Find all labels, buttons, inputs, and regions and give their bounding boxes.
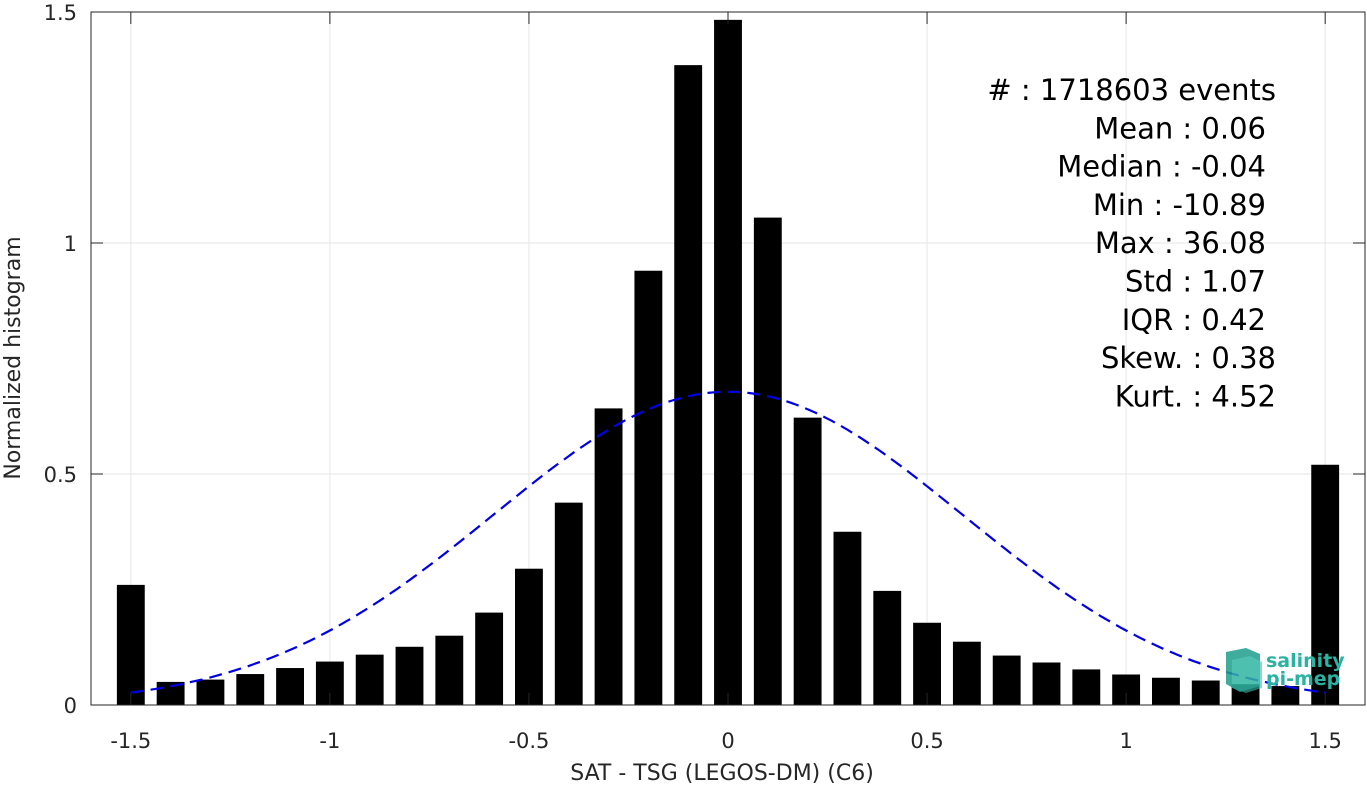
stat-line: Min : -10.89 xyxy=(1093,188,1266,222)
stats-annotation: # : 1718603 events Mean : 0.06 Median : -0… xyxy=(987,73,1276,413)
stat-line: Max : 36.08 xyxy=(1095,226,1266,260)
histogram-bar xyxy=(793,417,822,705)
histogram-bar xyxy=(992,655,1021,705)
x-tick-label: -0.5 xyxy=(508,729,549,753)
histogram-bar xyxy=(276,668,304,705)
y-axis-label: Normalized histogram xyxy=(1,236,26,479)
x-axis-label: SAT - TSG (LEGOS-DM) (C6) xyxy=(570,761,874,785)
x-tick-label: 1.5 xyxy=(1308,729,1341,753)
y-tick-label: 1 xyxy=(64,232,77,256)
x-tick-label: -1 xyxy=(319,729,340,753)
histogram-bar xyxy=(1152,677,1180,705)
x-tick-label: 0.5 xyxy=(910,729,943,753)
histogram-bar xyxy=(236,674,265,705)
histogram-bar xyxy=(515,568,543,705)
histogram-bar xyxy=(1311,464,1340,705)
histogram-bar xyxy=(634,270,663,705)
x-tick-label: 1 xyxy=(1119,729,1132,753)
histogram-bars xyxy=(116,19,1340,705)
y-tick-label: 0.5 xyxy=(44,463,77,487)
histogram-bar xyxy=(1072,669,1101,705)
stat-line: Std : 1.07 xyxy=(1125,265,1266,299)
histogram-bar xyxy=(554,502,583,705)
logo-line2: pi-mep xyxy=(1266,668,1340,690)
logo-icon xyxy=(1226,648,1262,693)
histogram-bar xyxy=(1032,662,1061,705)
histogram-bar xyxy=(116,584,145,705)
histogram-bar xyxy=(395,646,424,705)
histogram-bar xyxy=(594,408,623,705)
stat-line: Mean : 0.06 xyxy=(1094,111,1266,145)
y-tick-label: 0 xyxy=(64,694,77,718)
histogram-bar xyxy=(674,65,703,705)
logo-line1: salinity xyxy=(1266,650,1345,672)
stat-line: # : 1718603 events xyxy=(987,73,1276,107)
histogram-bar xyxy=(156,681,185,705)
stat-line: Skew. : 0.38 xyxy=(1101,341,1276,375)
histogram-bar xyxy=(475,612,504,705)
histogram-bar xyxy=(873,590,902,705)
histogram-bar xyxy=(753,217,782,705)
histogram-bar xyxy=(1191,680,1220,705)
axis-ticks: -1.5 -1 -0.5 0 0.5 1 1.5 0 0.5 1 1.5 xyxy=(44,1,1365,753)
histogram-bar xyxy=(196,679,225,705)
histogram-bar xyxy=(952,641,981,705)
histogram-bar xyxy=(913,622,941,705)
x-tick-label: -1.5 xyxy=(110,729,151,753)
gaussian-fit-curve xyxy=(130,390,1326,694)
x-tick-label: 0 xyxy=(721,729,734,753)
stat-line: Kurt. : 4.52 xyxy=(1115,379,1276,413)
histogram-bar xyxy=(355,654,384,705)
histogram-bar xyxy=(1271,686,1300,705)
histogram-bar xyxy=(714,19,742,705)
stat-line: IQR : 0.42 xyxy=(1122,303,1266,337)
stat-line: Median : -0.04 xyxy=(1057,150,1266,184)
salinity-pimep-logo: salinity pi-mep xyxy=(1226,648,1345,693)
y-tick-label: 1.5 xyxy=(44,1,77,25)
histogram-bar xyxy=(435,635,464,705)
histogram-bar xyxy=(833,531,862,705)
